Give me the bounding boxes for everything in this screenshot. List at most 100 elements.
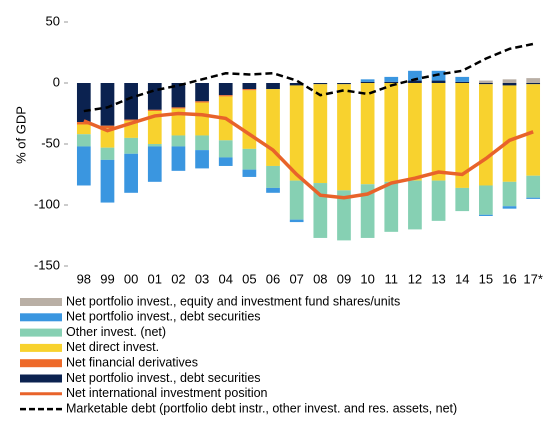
bar-segment [218, 83, 233, 96]
bar-segment [384, 83, 399, 182]
bar-segment [100, 128, 115, 148]
y-tick-label: -100 [34, 196, 60, 211]
x-tick-label: 98 [77, 271, 91, 286]
bar-segment [526, 84, 541, 176]
bar-segment [479, 84, 493, 186]
bar-segment [195, 135, 209, 151]
x-tick-label: 13 [431, 271, 445, 286]
bar-segment [147, 146, 162, 182]
bar-segment [479, 83, 493, 85]
bar-segment [502, 83, 517, 86]
bar-segment [124, 83, 138, 120]
bar-segment [337, 190, 351, 241]
bar-segment [242, 148, 257, 170]
bar-segment [384, 76, 399, 82]
bar-segment [479, 80, 493, 83]
bar-segment [147, 83, 162, 110]
bar-segment [76, 146, 91, 186]
y-tick-label: -50 [41, 135, 60, 150]
bar-segment [526, 175, 541, 198]
x-tick-label: 12 [408, 271, 422, 286]
bar-segment [147, 144, 162, 147]
bar-segment [289, 219, 304, 223]
bar-segment [408, 80, 422, 83]
x-tick-label: 15 [479, 271, 493, 286]
bar-segment [455, 76, 470, 82]
bar-segment [100, 147, 115, 160]
legend-swatch [20, 359, 62, 368]
bar-segment [360, 83, 375, 185]
y-tick-label: 50 [46, 13, 60, 28]
x-tick-label: 06 [266, 271, 280, 286]
bar-segment [360, 81, 375, 83]
bar-segment [455, 187, 470, 212]
bar-segment [100, 125, 115, 129]
bar-segment [479, 185, 493, 215]
bar-segment [455, 81, 470, 83]
x-tick-label: 11 [385, 271, 399, 286]
bar-segment [124, 153, 138, 193]
legend-swatch [20, 374, 62, 383]
bar-segment [76, 83, 91, 123]
x-tick-label: 05 [242, 271, 256, 286]
x-tick-label: 04 [218, 271, 232, 286]
bar-segment [147, 111, 162, 144]
legend-swatch [20, 313, 62, 322]
bar-segment [242, 83, 257, 90]
bar-segment [384, 181, 399, 232]
legend-label: Net direct invest. [66, 340, 159, 354]
bar-segment [266, 187, 280, 193]
x-tick-label: 03 [195, 271, 209, 286]
bar-segment [408, 180, 422, 230]
bar-segment [408, 83, 422, 181]
x-tick-label: 16 [502, 271, 516, 286]
bar-segment [266, 165, 280, 188]
x-tick-label: 01 [148, 271, 162, 286]
x-tick-label: 07 [289, 271, 303, 286]
line-series [83, 111, 534, 200]
bar-segment [171, 83, 186, 108]
bar-segment [502, 181, 517, 207]
bar-segment [384, 81, 399, 83]
legend-label: Net financial derivatives [66, 355, 198, 369]
bar-segment [195, 101, 209, 103]
legend-label: Net portfolio invest., equity and invest… [66, 294, 400, 308]
bar-segment [124, 137, 138, 154]
x-tick-label: 08 [313, 271, 327, 286]
bar-segment [195, 83, 209, 102]
bar-segment [337, 83, 351, 85]
bar-segment [195, 150, 209, 169]
bar-segment [242, 169, 257, 177]
bar-segment [431, 80, 446, 83]
bar-segment [313, 84, 328, 184]
bar-segment [289, 83, 304, 86]
x-tick-label: 09 [337, 271, 351, 286]
bar-segment [289, 180, 304, 220]
bar-segment [218, 157, 233, 166]
legend-label: Net international investment position [66, 386, 268, 400]
bar-segment [455, 83, 470, 188]
bar-segment [242, 90, 257, 149]
bar-segment [479, 214, 493, 216]
bar-segment [266, 83, 280, 90]
bar-segment [526, 78, 541, 83]
bar-segment [526, 197, 541, 199]
x-tick-label: 99 [100, 271, 114, 286]
bar-segment [502, 85, 517, 182]
x-tick-label: 02 [171, 271, 185, 286]
bar-segment [526, 83, 541, 85]
legend-label: Net portfolio invest., debt securities [66, 371, 261, 385]
bar-segment [171, 146, 186, 171]
bar-segment [502, 206, 517, 209]
bar-segment [76, 124, 91, 135]
bar-segment [100, 159, 115, 203]
bar-segment [76, 134, 91, 147]
bar-segment [218, 95, 233, 97]
bar-segment [147, 109, 162, 112]
bar-segment [502, 79, 517, 83]
y-tick-label: 0 [53, 74, 60, 89]
line-series [83, 42, 534, 113]
bar-segment [100, 83, 115, 126]
